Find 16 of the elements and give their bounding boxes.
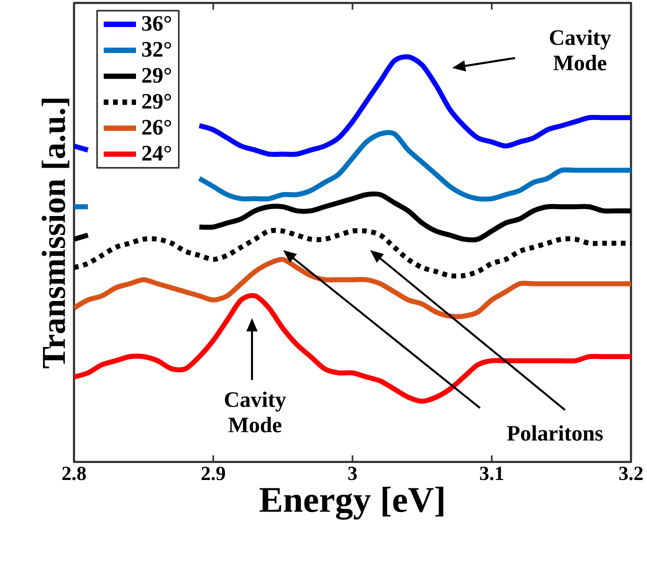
y-axis-title: Transmission [a.u.] — [42, 98, 70, 368]
legend-label: 29° — [142, 94, 172, 109]
x-tick-label: 2.8 — [62, 466, 86, 480]
x-tick-label: 3 — [348, 466, 357, 480]
x-tick-label: 3.1 — [480, 466, 504, 480]
legend-label: 36° — [142, 16, 172, 31]
x-tick-label: 2.9 — [202, 466, 226, 480]
annotation: Cavity Mode — [224, 392, 286, 432]
legend-label: 26° — [142, 120, 172, 135]
annotation: Polaritons — [507, 425, 603, 441]
x-tick-label: 3.2 — [619, 466, 643, 480]
legend-label: 29° — [142, 68, 172, 83]
legend-label: 24° — [142, 146, 172, 160]
legend-label: 32° — [142, 42, 172, 57]
annotation: Cavity Mode — [550, 30, 611, 70]
x-axis-title: Energy [eV] — [260, 486, 444, 520]
